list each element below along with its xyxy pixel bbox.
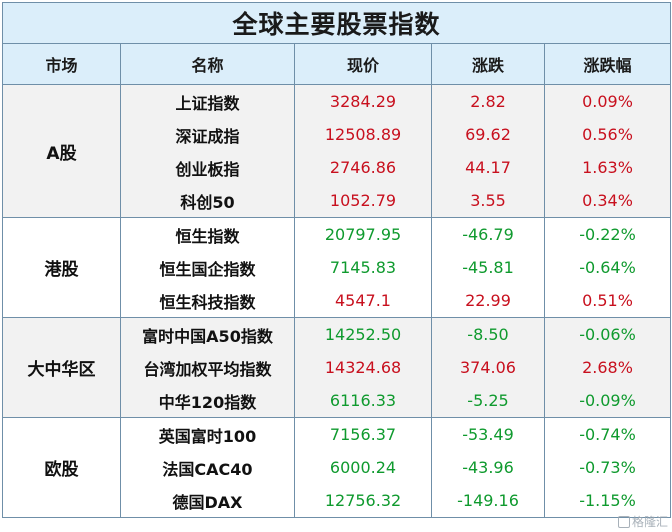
change-cell: 2.82	[431, 84, 545, 118]
index-name-cell: 上证指数	[120, 84, 295, 118]
change-pct-cell: -0.74%	[543, 417, 672, 451]
change-pct-cell: 0.09%	[543, 84, 672, 118]
table-row: 德国DAX 12756.32 -149.16 -1.15%	[3, 484, 672, 518]
change-cell: 374.06	[431, 351, 545, 384]
price-cell: 6116.33	[294, 384, 432, 418]
col-header-name: 名称	[120, 43, 295, 85]
change-cell: -45.81	[431, 251, 545, 284]
price-cell: 1052.79	[294, 184, 432, 218]
change-cell: 3.55	[431, 184, 545, 218]
index-name-cell: 台湾加权平均指数	[120, 351, 295, 384]
global-index-table: 全球主要股票指数 市场 名称 现价 涨跌 涨跌幅 A股 上证指数 3284.29 2.…	[1, 2, 672, 518]
change-cell: 44.17	[431, 151, 545, 184]
change-cell: 69.62	[431, 118, 545, 151]
watermark: 格隆汇	[617, 513, 668, 530]
table-row: 欧股 英国富时100 7156.37 -53.49 -0.74%	[2, 417, 672, 518]
price-cell: 20797.95	[294, 217, 432, 251]
price-cell: 4547.1	[294, 284, 432, 318]
index-name-cell: 恒生指数	[120, 217, 295, 251]
change-pct-cell: 0.56%	[543, 118, 672, 151]
price-cell: 14324.68	[294, 351, 432, 384]
change-cell: -43.96	[431, 451, 545, 484]
price-cell: 3284.29	[294, 84, 432, 118]
change-pct-cell: -0.09%	[543, 384, 672, 418]
table-row: 科创50 1052.79 3.55 0.34%	[3, 184, 672, 218]
change-cell: -8.50	[431, 317, 545, 351]
table-row: 港股 恒生指数 20797.95 -46.79 -0.22%	[2, 217, 672, 318]
change-pct-cell: -1.15%	[543, 484, 672, 518]
price-cell: 12508.89	[294, 118, 432, 151]
table-row: 恒生科技指数 4547.1 22.99 0.51%	[3, 284, 672, 318]
col-header-price: 现价	[294, 43, 432, 85]
market-cell: A股	[2, 84, 121, 218]
price-cell: 12756.32	[294, 484, 432, 518]
table-row: 创业板指 2746.86 44.17 1.63%	[3, 151, 672, 184]
index-name-cell: 中华120指数	[120, 384, 295, 418]
table-row: 恒生国企指数 7145.83 -45.81 -0.64%	[3, 251, 672, 284]
market-cell: 港股	[2, 217, 121, 318]
watermark-logo-icon	[617, 515, 630, 528]
change-cell: -53.49	[431, 417, 545, 451]
index-name-cell: 恒生国企指数	[120, 251, 295, 284]
table-row: 法国CAC40 6000.24 -43.96 -0.73%	[3, 451, 672, 484]
col-header-change: 涨跌	[431, 43, 545, 85]
change-cell: 22.99	[431, 284, 545, 318]
change-pct-cell: 2.68%	[543, 351, 672, 384]
change-pct-cell: 0.51%	[543, 284, 672, 318]
change-pct-cell: 1.63%	[543, 151, 672, 184]
price-cell: 7156.37	[294, 417, 432, 451]
change-pct-cell: -0.22%	[543, 217, 672, 251]
index-name-cell: 深证成指	[120, 118, 295, 151]
change-cell: -46.79	[431, 217, 545, 251]
table-row: 中华120指数 6116.33 -5.25 -0.09%	[3, 384, 672, 418]
index-name-cell: 德国DAX	[120, 484, 295, 518]
index-name-cell: 富时中国A50指数	[120, 317, 295, 351]
index-name-cell: 英国富时100	[120, 417, 295, 451]
table-body: A股 上证指数 3284.29 2.82 0.09% 深证成指 12508.89 69.62 0…	[2, 84, 672, 518]
table-title: 全球主要股票指数	[1, 2, 672, 44]
change-pct-cell: 0.34%	[543, 184, 672, 218]
change-pct-cell: -0.64%	[543, 251, 672, 284]
change-cell: -149.16	[431, 484, 545, 518]
table-row: 深证成指 12508.89 69.62 0.56%	[3, 118, 672, 151]
index-name-cell: 创业板指	[120, 151, 295, 184]
market-cell: 欧股	[2, 417, 121, 518]
change-cell: -5.25	[431, 384, 545, 418]
table-row: 台湾加权平均指数 14324.68 374.06 2.68%	[3, 351, 672, 384]
price-cell: 2746.86	[294, 151, 432, 184]
index-name-cell: 科创50	[120, 184, 295, 218]
table-row: A股 上证指数 3284.29 2.82 0.09%	[2, 84, 672, 218]
price-cell: 14252.50	[294, 317, 432, 351]
col-header-market: 市场	[2, 43, 121, 85]
price-cell: 7145.83	[294, 251, 432, 284]
table-row: 大中华区 富时中国A50指数 14252.50 -8.50 -0.06%	[2, 317, 672, 418]
column-header-row: 市场 名称 现价 涨跌 涨跌幅	[2, 43, 672, 85]
col-header-pct: 涨跌幅	[543, 43, 672, 85]
change-pct-cell: -0.06%	[543, 317, 672, 351]
price-cell: 6000.24	[294, 451, 432, 484]
index-name-cell: 恒生科技指数	[120, 284, 295, 318]
market-cell: 大中华区	[2, 317, 121, 418]
change-pct-cell: -0.73%	[543, 451, 672, 484]
index-name-cell: 法国CAC40	[120, 451, 295, 484]
watermark-text: 格隆汇	[631, 515, 668, 529]
